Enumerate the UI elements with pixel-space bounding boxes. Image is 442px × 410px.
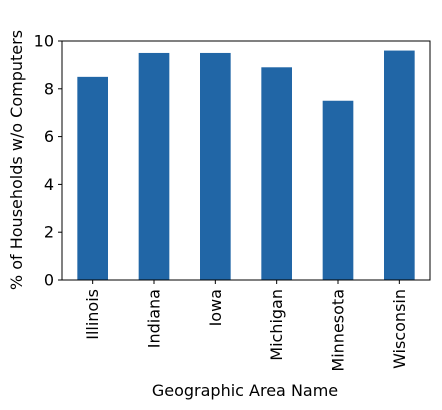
y-tick-label: 0 bbox=[44, 271, 54, 290]
x-tick-label: Iowa bbox=[206, 289, 225, 326]
y-tick-label: 2 bbox=[44, 223, 54, 242]
x-tick-label: Illinois bbox=[83, 289, 102, 340]
x-tick-label: Michigan bbox=[267, 289, 286, 361]
bar-iowa bbox=[200, 52, 231, 281]
y-tick-label: 10 bbox=[34, 32, 54, 51]
bar-indiana bbox=[138, 52, 170, 281]
y-tick-label: 8 bbox=[44, 79, 54, 98]
y-tick-label: 6 bbox=[44, 127, 54, 146]
y-axis-label: % of Households w/o Computers bbox=[7, 30, 26, 290]
bar-illinois bbox=[77, 76, 108, 280]
y-tick-label: 4 bbox=[44, 175, 54, 194]
plot-frame bbox=[61, 40, 431, 281]
x-tick-label: Minnesota bbox=[329, 289, 348, 372]
x-tick-label: Indiana bbox=[145, 289, 164, 348]
bar-michigan bbox=[261, 67, 292, 280]
bar-minnesota bbox=[322, 100, 354, 280]
x-tick-label: Wisconsin bbox=[390, 289, 409, 369]
x-axis-label: Geographic Area Name bbox=[152, 381, 338, 400]
x-axis: Illinois Indiana Iowa Michigan Minnesota Wisc… bbox=[83, 280, 409, 372]
bar-wisconsin bbox=[384, 50, 415, 281]
plot-area bbox=[61, 40, 431, 281]
y-axis: 0 2 4 6 8 10 bbox=[34, 32, 62, 290]
bars-group bbox=[77, 50, 415, 281]
